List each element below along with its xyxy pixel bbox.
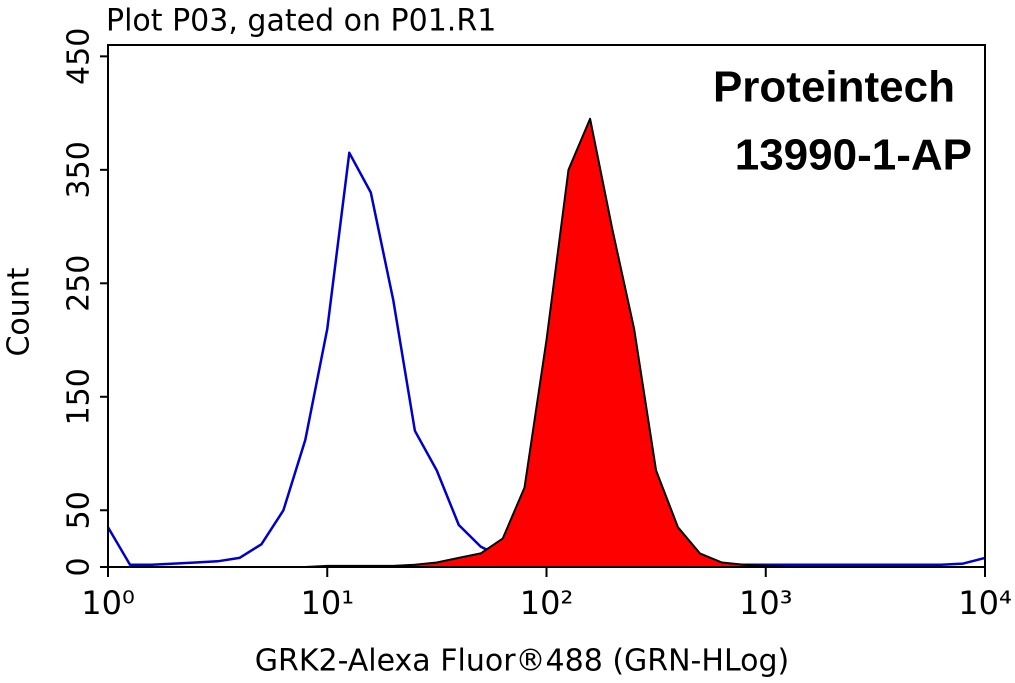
y-tick-label: 350: [62, 141, 97, 198]
x-axis-label: GRK2-Alexa Fluor®488 (GRN-HLog): [255, 644, 789, 679]
chart-title: Plot P03, gated on P01.R1: [106, 4, 496, 39]
y-axis-label: Count: [2, 267, 37, 356]
annotation: 13990-1-AP: [735, 131, 972, 180]
x-tick-label: 10¹: [300, 584, 354, 622]
x-tick-label: 10⁴: [958, 584, 1012, 622]
x-tick-label: 10²: [520, 584, 574, 622]
y-tick-label: 150: [62, 368, 97, 425]
histogram-area: [107, 117, 986, 568]
y-tick-label: 250: [62, 255, 97, 312]
x-tick-label: 10³: [739, 584, 793, 622]
annotation: Proteintech: [713, 63, 955, 112]
y-tick-label: 0: [62, 557, 97, 576]
y-tick-label: 50: [62, 491, 97, 529]
x-tick-label: 10⁰: [81, 584, 135, 622]
y-tick-label: 450: [62, 28, 97, 85]
